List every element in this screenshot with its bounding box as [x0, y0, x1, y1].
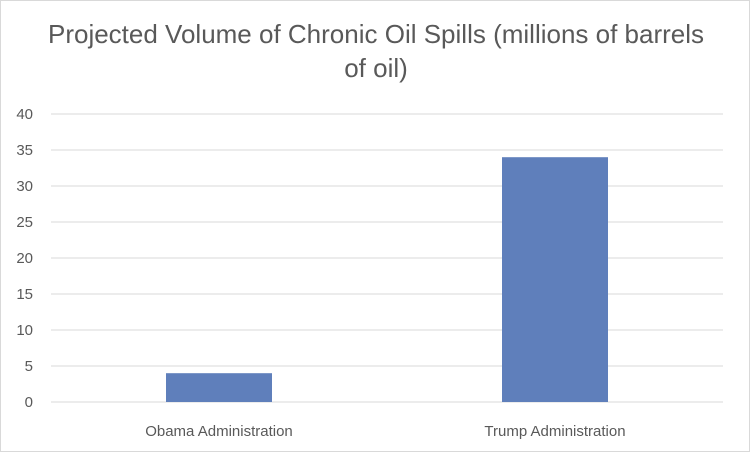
y-tick-label: 20 [16, 250, 33, 267]
bar-1 [502, 157, 608, 402]
y-tick-label: 30 [16, 178, 33, 195]
y-tick-label: 0 [25, 394, 33, 411]
x-tick-label: Trump Administration [484, 423, 625, 440]
y-tick-label: 15 [16, 286, 33, 303]
y-tick-label: 40 [16, 106, 33, 123]
y-tick-label: 5 [25, 358, 33, 375]
y-tick-label: 35 [16, 142, 33, 159]
x-tick-label: Obama Administration [145, 423, 293, 440]
chart-title: Projected Volume of Chronic Oil Spills (… [47, 19, 705, 83]
bar-0 [166, 373, 272, 402]
y-tick-label: 10 [16, 322, 33, 339]
y-tick-label: 25 [16, 214, 33, 231]
